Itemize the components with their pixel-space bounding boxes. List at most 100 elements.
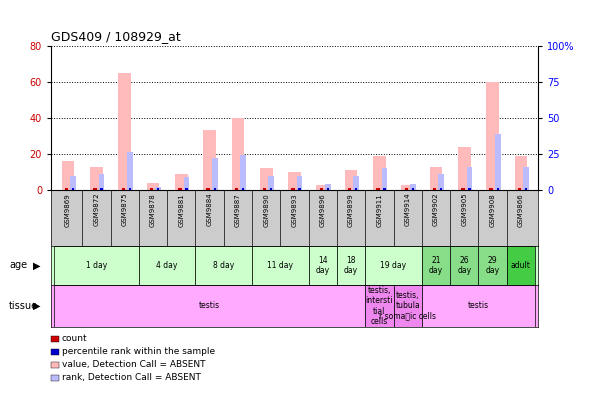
Bar (242, 188, 244, 190)
Bar (288, 172, 301, 190)
Bar (348, 188, 352, 190)
Bar (260, 168, 273, 190)
Bar (327, 188, 329, 190)
Bar (185, 188, 188, 190)
Bar (316, 185, 329, 190)
Bar (410, 184, 416, 190)
Bar (100, 188, 103, 190)
Text: value, Detection Call = ABSENT: value, Detection Call = ABSENT (62, 360, 206, 369)
Bar (394, 285, 422, 327)
Bar (54, 285, 365, 327)
Bar (496, 188, 499, 190)
Bar (518, 188, 521, 190)
Bar (489, 188, 493, 190)
Text: 26
day: 26 day (457, 256, 471, 275)
Bar (147, 183, 159, 190)
Bar (433, 188, 436, 190)
Bar (309, 246, 337, 285)
Bar (291, 188, 294, 190)
Text: GSM9878: GSM9878 (150, 193, 156, 227)
Text: 29
day: 29 day (486, 256, 499, 275)
Text: GSM9884: GSM9884 (207, 193, 213, 227)
Bar (401, 185, 414, 190)
Text: testis,
intersti
tial
cells: testis, intersti tial cells (365, 286, 393, 326)
Bar (65, 188, 69, 190)
Bar (495, 134, 501, 190)
Text: GSM9899: GSM9899 (348, 193, 354, 227)
Bar (430, 167, 442, 190)
Bar (345, 170, 358, 190)
Bar (458, 147, 471, 190)
Text: testis: testis (199, 301, 220, 310)
Text: testis: testis (468, 301, 489, 310)
Bar (320, 188, 323, 190)
Bar (382, 168, 387, 190)
Text: 8 day: 8 day (213, 261, 234, 270)
Text: 19 day: 19 day (380, 261, 407, 270)
Bar (72, 188, 75, 190)
Bar (365, 285, 394, 327)
Text: GSM9890: GSM9890 (263, 193, 269, 227)
Text: GSM9911: GSM9911 (376, 193, 382, 227)
Bar (486, 82, 499, 190)
Text: ▶: ▶ (33, 260, 40, 270)
Bar (297, 175, 302, 190)
Text: rank, Detection Call = ABSENT: rank, Detection Call = ABSENT (62, 373, 201, 382)
Bar (523, 167, 529, 190)
Text: GSM9896: GSM9896 (320, 193, 326, 227)
Text: GSM9902: GSM9902 (433, 193, 439, 227)
Bar (478, 246, 507, 285)
Bar (252, 246, 309, 285)
Bar (99, 174, 105, 190)
Bar (121, 188, 125, 190)
Bar (175, 174, 188, 190)
Text: GSM9872: GSM9872 (93, 193, 99, 227)
Bar (376, 188, 380, 190)
Text: GSM9905: GSM9905 (462, 193, 468, 227)
Bar (62, 161, 75, 190)
Text: testis,
tubula
r soma	ic cells: testis, tubula r soma ic cells (379, 291, 436, 321)
Bar (353, 175, 359, 190)
Bar (207, 188, 210, 190)
Bar (155, 187, 161, 190)
Bar (450, 246, 478, 285)
Text: 18
day: 18 day (344, 256, 358, 275)
Text: count: count (62, 334, 88, 343)
Bar (440, 188, 442, 190)
Text: GSM9893: GSM9893 (291, 193, 297, 227)
Bar (178, 188, 182, 190)
Text: percentile rank within the sample: percentile rank within the sample (62, 347, 215, 356)
Bar (263, 188, 266, 190)
Bar (355, 188, 358, 190)
Bar (203, 130, 216, 190)
Bar (139, 246, 195, 285)
Text: GSM9887: GSM9887 (235, 193, 241, 227)
Text: GSM9869: GSM9869 (65, 193, 71, 227)
Text: 4 day: 4 day (156, 261, 178, 270)
Bar (404, 188, 408, 190)
Bar (365, 246, 422, 285)
Bar (93, 188, 97, 190)
Text: ▶: ▶ (33, 301, 40, 311)
Text: tissue: tissue (9, 301, 38, 311)
Bar (461, 188, 465, 190)
Text: age: age (9, 260, 27, 270)
Text: GSM9875: GSM9875 (121, 193, 127, 227)
Text: GSM9908: GSM9908 (490, 193, 496, 227)
Text: GDS409 / 108929_at: GDS409 / 108929_at (51, 30, 181, 43)
Bar (235, 188, 238, 190)
Bar (466, 167, 472, 190)
Bar (468, 188, 471, 190)
Bar (231, 118, 244, 190)
Text: GSM9914: GSM9914 (404, 193, 410, 227)
Bar (438, 174, 444, 190)
Bar (412, 188, 414, 190)
Bar (213, 188, 216, 190)
Bar (299, 188, 300, 190)
Bar (422, 285, 535, 327)
Text: GSM9881: GSM9881 (178, 193, 185, 227)
Bar (127, 152, 133, 190)
Bar (240, 155, 246, 190)
Text: 1 day: 1 day (86, 261, 107, 270)
Bar (212, 158, 218, 190)
